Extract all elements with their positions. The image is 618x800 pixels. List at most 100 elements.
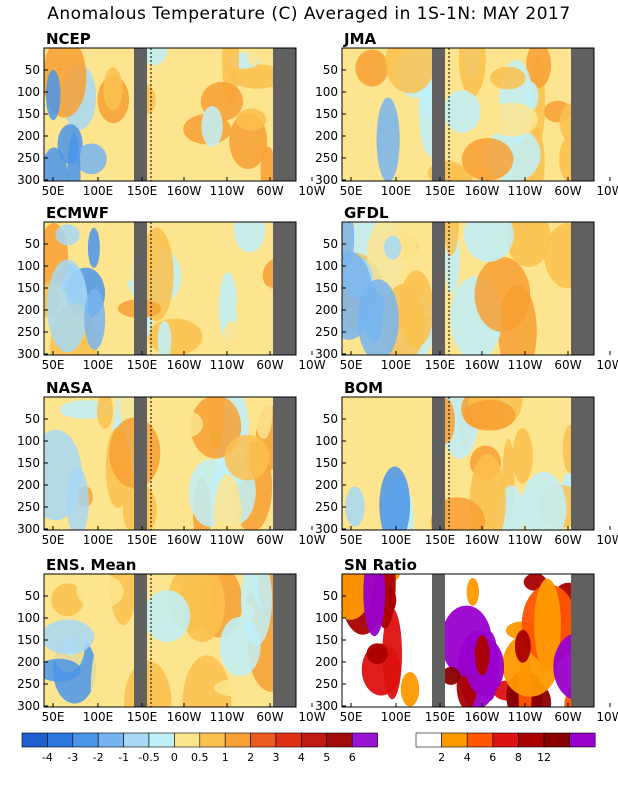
field-blob [376,97,400,181]
field-blob [45,69,61,121]
panel-4: 50E 100E 150E 160W 110W 60W 10W 50 100 150 200 250 3… [315,204,618,372]
y-tick-label: 200 [17,303,40,317]
y-tick-label: 200 [17,655,40,669]
field-blob [44,658,81,682]
field-blob [400,672,420,707]
y-tick-label: 100 [17,611,40,625]
x-tick-label: 100E [83,533,114,547]
field-blob [47,259,88,353]
x-tick-label: 150E [127,710,158,724]
x-tick-label: 100E [381,533,412,547]
y-tick-label: 250 [17,500,40,514]
colorbar-swatch [415,732,442,748]
x-tick-label: 110W [508,533,543,547]
x-tick-label: 50E [340,358,363,372]
field-blob [76,143,107,175]
field-blob [219,616,261,677]
missing-data-band [432,574,445,707]
field-blob [345,486,365,527]
y-tick-label: 250 [17,325,40,339]
y-tick-label: 300 [315,173,338,187]
x-tick-label: 60W [554,533,581,547]
missing-data-band [134,222,147,355]
field-blob [466,578,479,606]
panel-8: 50E 100E 150E 160W 110W 60W 10W 50 100 150 200 250 3… [315,556,618,724]
field-blob [87,227,100,268]
main-title: Anomalous Temperature (C) Averaged in 1S… [47,4,571,24]
y-tick-label: 150 [315,456,338,470]
panel-title: ECMWF [46,204,109,222]
y-tick-label: 150 [17,281,40,295]
field-blob [235,284,284,330]
missing-data-band [571,48,594,181]
panel-title: NCEP [46,30,91,48]
colorbar-swatch [569,732,596,748]
field-blob [444,90,481,133]
field-blob [44,147,69,181]
colorbar-swatch [72,732,99,748]
x-tick-label: 50E [340,710,363,724]
x-tick-label: 160W [465,710,500,724]
x-tick-label: 10W [298,184,325,198]
y-tick-label: 150 [17,107,40,121]
missing-data-band [571,397,594,530]
field-blob [172,54,186,146]
panel-2: 50E 100E 150E 160W 110W 60W 10W 50 100 150 200 250 3… [315,30,618,198]
y-tick-label: 200 [17,478,40,492]
x-tick-label: 50E [42,710,65,724]
x-tick-label: 60W [256,184,283,198]
y-tick-label: 100 [315,259,338,273]
x-tick-label: 110W [210,710,245,724]
y-tick-label: 100 [315,434,338,448]
field-blob [506,222,552,267]
y-tick-label: 50 [25,589,40,603]
panel-title: NASA [46,379,93,397]
y-tick-label: 100 [315,85,338,99]
x-tick-label: 110W [210,358,245,372]
colorbar-swatch [301,732,328,748]
x-tick-label: 160W [167,533,202,547]
field-blob [214,679,259,697]
x-tick-label: 150E [425,710,456,724]
y-tick-label: 200 [315,303,338,317]
field-blob [151,455,202,526]
y-tick-label: 250 [17,677,40,691]
x-tick-label: 10W [596,358,618,372]
missing-data-band [432,48,445,181]
x-tick-label: 60W [256,358,283,372]
colorbar-label: 1 [222,751,229,764]
colorbar-swatch [351,732,378,748]
x-tick-label: 110W [210,533,245,547]
y-tick-label: 50 [323,63,338,77]
colorbar-swatch [466,732,494,748]
field-blob [363,574,386,637]
y-tick-label: 150 [315,107,338,121]
x-tick-label: 160W [465,184,500,198]
x-tick-label: 50E [42,184,65,198]
y-tick-label: 50 [25,237,40,251]
panel-1: 50E 100E 150E 160W 110W 60W 10W 50 100 150 200 250 3… [17,30,326,198]
colorbar-swatch [250,732,277,748]
y-tick-label: 300 [315,699,338,713]
x-tick-label: 60W [256,710,283,724]
field-blob [526,48,552,88]
field-blob [157,320,172,355]
colorbar-label: -0.5 [138,751,159,764]
field-blob [141,48,168,66]
field-blob [139,227,174,321]
x-tick-label: 100E [381,710,412,724]
y-tick-label: 100 [17,259,40,273]
colorbar-swatch [174,732,201,748]
field-blob [485,102,538,137]
x-tick-label: 110W [508,358,543,372]
y-tick-label: 300 [315,347,338,361]
y-tick-label: 100 [315,611,338,625]
field-blob [76,574,124,609]
panel-title: BOM [344,379,383,397]
x-tick-label: 150E [127,184,158,198]
colorbar-swatch [492,732,519,748]
y-tick-label: 50 [323,589,338,603]
colorbar-swatch [47,732,74,748]
x-tick-label: 110W [210,184,245,198]
